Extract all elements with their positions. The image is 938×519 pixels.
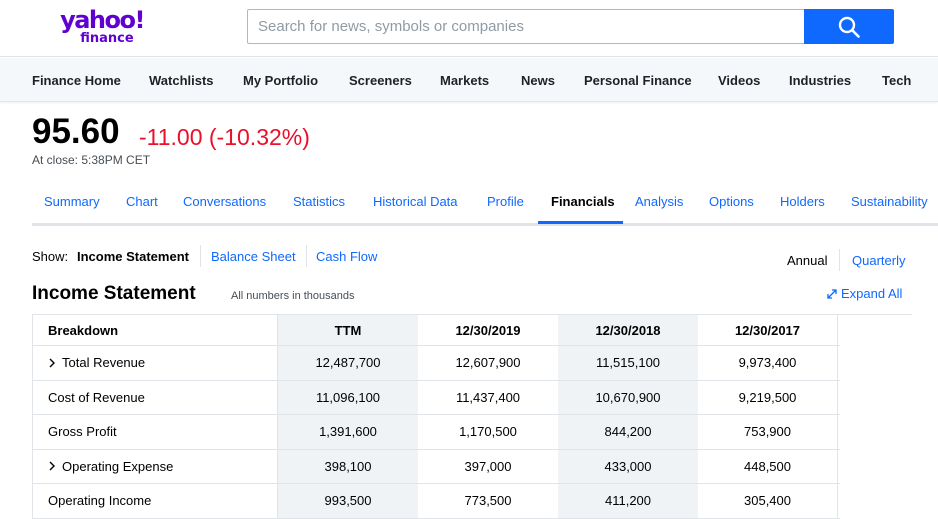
row-label: Cost of Revenue <box>48 389 145 405</box>
row-label-operating-income: Operating Income <box>32 484 278 518</box>
show-income-statement[interactable]: Income Statement <box>77 249 189 264</box>
table-cell: 12,607,900 <box>455 355 521 371</box>
nav-news[interactable]: News <box>521 73 555 88</box>
row-label: Total Revenue <box>62 355 146 371</box>
row-label: Operating Income <box>48 493 152 509</box>
tab-analysis[interactable]: Analysis <box>635 194 684 209</box>
table-cell: 753,900 <box>698 415 838 449</box>
quote-tabs: Summary Chart Conversations Statistics H… <box>32 184 938 226</box>
table-cell: 433,000 <box>558 449 698 483</box>
table-cell: 11,515,100 <box>558 346 698 380</box>
table-row: Total Revenue 12,487,700 12,607,900 11,5… <box>32 346 840 381</box>
table-cell: 1,391,600 <box>278 415 418 449</box>
expand-all-label: Expand All <box>841 286 903 301</box>
nav-videos[interactable]: Videos <box>718 73 761 88</box>
show-balance-sheet[interactable]: Balance Sheet <box>211 249 296 264</box>
table-row: Cost of Revenue 11,096,100 11,437,400 10… <box>32 380 840 415</box>
nav-tech[interactable]: Tech <box>882 73 912 88</box>
table-cell: 9,219,500 <box>698 380 838 414</box>
nav-watchlists[interactable]: Watchlists <box>149 73 214 88</box>
header-ttm: TTM <box>278 315 418 345</box>
header: yahoo! finance <box>0 0 938 57</box>
tab-financials[interactable]: Financials <box>551 194 615 209</box>
active-tab-indicator <box>538 221 623 224</box>
tab-statistics[interactable]: Statistics <box>293 194 346 209</box>
logo-line1: yahoo! <box>60 6 145 34</box>
nav-industries[interactable]: Industries <box>789 73 852 88</box>
statement-title: Income Statement <box>32 283 196 304</box>
income-statement-table: Breakdown TTM 12/30/2019 12/30/2018 12/3… <box>32 315 840 519</box>
tab-profile[interactable]: Profile <box>487 194 524 209</box>
table-header-row: Breakdown TTM 12/30/2019 12/30/2018 12/3… <box>32 315 840 346</box>
divider <box>32 315 33 519</box>
table-cell: 9,973,400 <box>698 346 838 380</box>
chevron-right-icon[interactable] <box>48 358 56 368</box>
header-breakdown: Breakdown <box>32 315 278 345</box>
table-cell: 10,670,900 <box>558 380 698 414</box>
chevron-right-icon[interactable] <box>48 461 56 471</box>
table-cell: 993,500 <box>278 484 418 518</box>
period-quarterly[interactable]: Quarterly <box>852 253 906 268</box>
table-cell: 12,487,700 <box>278 346 418 380</box>
table-cell: 398,100 <box>278 449 418 483</box>
nav-personal-finance[interactable]: Personal Finance <box>584 73 692 88</box>
logo-line2: finance <box>80 31 134 46</box>
header-2017: 12/30/2017 <box>698 315 838 345</box>
table-cell: 397,000 <box>464 458 512 474</box>
nav-markets[interactable]: Markets <box>440 73 490 88</box>
table-cell: 448,500 <box>698 449 838 483</box>
nav-screeners[interactable]: Screeners <box>349 73 412 88</box>
tab-summary[interactable]: Summary <box>44 194 100 209</box>
quote-change: -11.00 (-10.32%) <box>139 124 310 150</box>
search-icon <box>838 16 860 38</box>
period-annual[interactable]: Annual <box>787 253 828 268</box>
statement-note: All numbers in thousands <box>231 290 355 302</box>
row-label: Gross Profit <box>48 424 117 440</box>
header-2019: 12/30/2019 <box>455 322 521 338</box>
table-cell: 844,200 <box>558 415 698 449</box>
expand-icon <box>827 288 837 299</box>
table-cell: 305,400 <box>698 484 838 518</box>
table-row: Operating Income 993,500 773,500 411,200… <box>32 484 840 519</box>
row-label-gross-profit: Gross Profit <box>32 415 278 449</box>
show-cash-flow[interactable]: Cash Flow <box>316 249 378 264</box>
tab-sustainability[interactable]: Sustainability <box>851 194 928 209</box>
search-input[interactable] <box>247 9 805 44</box>
tab-options[interactable]: Options <box>709 194 754 209</box>
tab-chart[interactable]: Chart <box>126 194 158 209</box>
header-2018: 12/30/2018 <box>558 315 698 345</box>
divider <box>200 245 201 267</box>
show-label: Show: <box>32 249 69 264</box>
quote-price: 95.60 <box>32 112 120 151</box>
table-cell: 1,170,500 <box>459 424 517 440</box>
nav-my-portfolio[interactable]: My Portfolio <box>243 73 319 88</box>
table-cell: 11,096,100 <box>278 380 418 414</box>
nav-finance-home[interactable]: Finance Home <box>32 73 121 88</box>
tab-holders[interactable]: Holders <box>780 194 825 209</box>
search-button[interactable] <box>804 9 894 44</box>
table-cell: 773,500 <box>464 493 512 509</box>
row-label-cost-of-revenue: Cost of Revenue <box>32 380 278 414</box>
tab-historical-data[interactable]: Historical Data <box>373 194 458 209</box>
table-cell: 11,437,400 <box>455 389 521 405</box>
divider <box>839 249 840 271</box>
row-label-total-revenue[interactable]: Total Revenue <box>32 346 278 380</box>
expand-all-button[interactable]: Expand All <box>826 286 902 301</box>
close-time: At close: 5:38PM CET <box>32 153 151 167</box>
table-cell: 411,200 <box>558 484 698 518</box>
divider <box>306 245 307 267</box>
yahoo-finance-logo[interactable]: yahoo! finance <box>52 7 152 45</box>
table-row: Operating Expense 398,100 397,000 433,00… <box>32 449 840 484</box>
table-row: Gross Profit 1,391,600 1,170,500 844,200… <box>32 415 840 450</box>
tab-conversations[interactable]: Conversations <box>183 194 267 209</box>
row-label: Operating Expense <box>62 458 174 474</box>
divider <box>32 314 912 315</box>
row-label-operating-expense[interactable]: Operating Expense <box>32 449 278 483</box>
main-nav: Finance Home Watchlists My Portfolio Scr… <box>0 58 938 102</box>
